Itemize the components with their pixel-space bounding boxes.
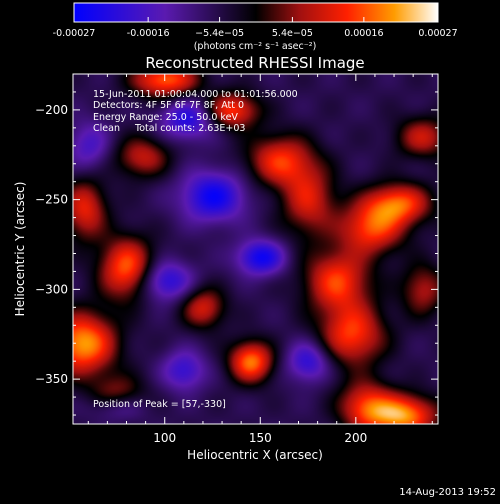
annotation-energy-range: Energy Range: 25.0 - 50.0 keV bbox=[93, 112, 238, 123]
annotation-clean-counts: Clean Total counts: 2.63E+03 bbox=[93, 123, 245, 134]
x-tick-label: 100 bbox=[153, 431, 176, 445]
colorbar-tick-label: 5.4e−05 bbox=[272, 28, 313, 39]
annotation-peak-position: Position of Peak = [57,-330] bbox=[93, 399, 226, 410]
x-tick-label: 200 bbox=[344, 431, 367, 445]
colorbar-ticks: -0.00027 -0.00016 −5.4e−05 5.4e−05 0.00016 0.… bbox=[53, 17, 458, 39]
y-axis-label: Heliocentric Y (arcsec) bbox=[13, 182, 27, 317]
annotation-detectors: Detectors: 4F 5F 6F 7F 8F, Att 0 bbox=[93, 100, 244, 111]
colorbar-tick-label: 0.00027 bbox=[418, 28, 457, 39]
y-tick-label: −200 bbox=[35, 103, 68, 117]
footer-timestamp: 14-Aug-2013 19:52 bbox=[399, 487, 496, 498]
x-tick-label: 150 bbox=[249, 431, 272, 445]
y-tick-label: −350 bbox=[35, 372, 68, 386]
y-tick-label: −300 bbox=[35, 282, 68, 296]
colorbar bbox=[73, 2, 439, 23]
colorbar-tick-label: 0.00016 bbox=[344, 28, 383, 39]
colorbar-tick-label: −5.4e−05 bbox=[195, 28, 244, 39]
annotation-block: 15-Jun-2011 01:00:04.000 to 01:01:56.000… bbox=[93, 89, 298, 410]
x-axis-label: Heliocentric X (arcsec) bbox=[187, 448, 323, 462]
y-tick-label: −250 bbox=[35, 193, 68, 207]
colorbar-tick-label: -0.00016 bbox=[127, 28, 170, 39]
annotation-time-range: 15-Jun-2011 01:00:04.000 to 01:01:56.000 bbox=[93, 89, 298, 100]
axis-ticks: 100 150 200 −200 −250 −300 −350 bbox=[35, 73, 438, 445]
heatmap-image bbox=[73, 74, 438, 424]
colorbar-tick-label: -0.00027 bbox=[53, 28, 96, 39]
colorbar-unit-label: (photons cm⁻² s⁻¹ asec⁻²) bbox=[194, 41, 317, 52]
chart-title: Reconstructed RHESSI Image bbox=[145, 54, 364, 72]
plot-frame bbox=[72, 73, 439, 425]
